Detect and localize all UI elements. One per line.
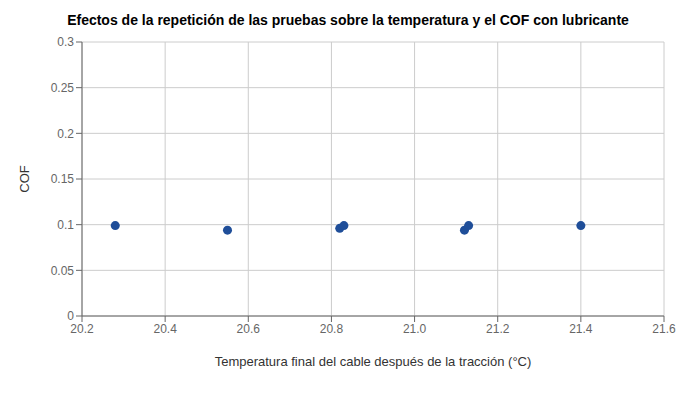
svg-text:20.8: 20.8	[320, 322, 344, 336]
svg-text:21.6: 21.6	[652, 322, 676, 336]
svg-text:0.15: 0.15	[51, 172, 75, 186]
svg-text:0.1: 0.1	[57, 218, 74, 232]
svg-text:0.3: 0.3	[57, 35, 74, 49]
html-text:Efectos de la repetición de la: Efectos de la repetición de las pruebas …	[67, 12, 629, 28]
svg-text:21.2: 21.2	[486, 322, 510, 336]
svg-text:COF: COF	[17, 165, 32, 193]
svg-text:0: 0	[67, 309, 74, 323]
svg-text:20.4: 20.4	[153, 322, 177, 336]
svg-text:21.0: 21.0	[403, 322, 427, 336]
svg-text:0.05: 0.05	[51, 264, 75, 278]
svg-text:21.4: 21.4	[569, 322, 593, 336]
svg-text:20.2: 20.2	[70, 322, 94, 336]
svg-text:0.2: 0.2	[57, 127, 74, 141]
svg-text:Temperatura final del cable de: Temperatura final del cable después de l…	[215, 354, 532, 369]
svg-text:20.6: 20.6	[237, 322, 261, 336]
svg-text:0.25: 0.25	[51, 81, 75, 95]
